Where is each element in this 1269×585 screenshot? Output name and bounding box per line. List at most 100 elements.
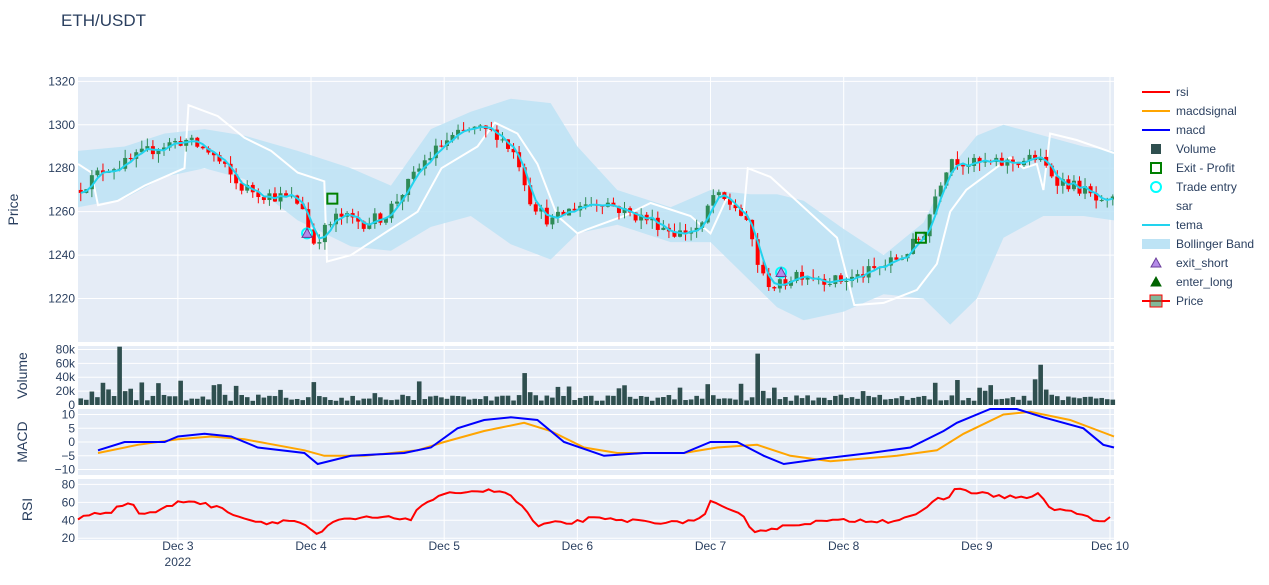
candle-body[interactable] <box>544 207 549 225</box>
volume-bar[interactable] <box>444 398 450 405</box>
volume-plot-bg[interactable] <box>78 346 1114 405</box>
volume-bar[interactable] <box>450 395 455 405</box>
candle-body[interactable] <box>933 196 938 215</box>
volume-bar[interactable] <box>827 400 833 405</box>
candle-body[interactable] <box>328 224 333 226</box>
candle-body[interactable] <box>639 214 644 221</box>
candle-body[interactable] <box>400 194 405 202</box>
volume-bar[interactable] <box>816 397 822 405</box>
candle-body[interactable] <box>367 224 372 229</box>
volume-bar[interactable] <box>783 397 788 405</box>
volume-bar[interactable] <box>622 385 627 405</box>
volume-bar[interactable] <box>339 397 344 405</box>
candle-body[interactable] <box>705 205 710 223</box>
candle-body[interactable] <box>173 141 178 143</box>
volume-bar[interactable] <box>899 396 905 405</box>
volume-bar[interactable] <box>305 397 311 405</box>
volume-bar[interactable] <box>267 395 272 405</box>
legend-item-tema[interactable]: tema <box>1142 218 1203 232</box>
candle-body[interactable] <box>356 217 361 222</box>
volume-bar[interactable] <box>1043 389 1049 405</box>
legend-item-rsi[interactable]: rsi <box>1142 85 1189 99</box>
candle-body[interactable] <box>439 145 444 147</box>
candle-body[interactable] <box>450 134 455 141</box>
volume-bar[interactable] <box>794 395 799 405</box>
volume-bar[interactable] <box>84 399 89 405</box>
volume-bar[interactable] <box>505 395 511 405</box>
volume-bar[interactable] <box>605 395 611 405</box>
candle-body[interactable] <box>944 172 949 186</box>
candle-body[interactable] <box>983 161 988 163</box>
volume-bar[interactable] <box>738 383 744 405</box>
volume-bar[interactable] <box>1060 400 1066 405</box>
exit-profit-marker[interactable] <box>914 231 927 244</box>
candle-body[interactable] <box>372 213 377 225</box>
volume-bar[interactable] <box>428 396 433 405</box>
volume-bar[interactable] <box>494 396 500 405</box>
volume-bar[interactable] <box>877 394 883 405</box>
volume-bar[interactable] <box>106 389 111 405</box>
volume-bar[interactable] <box>844 398 849 405</box>
candle-body[interactable] <box>145 146 150 149</box>
volume-bar[interactable] <box>89 391 95 405</box>
candle-body[interactable] <box>228 163 233 175</box>
volume-bar[interactable] <box>655 397 661 405</box>
candle-body[interactable] <box>661 227 666 230</box>
volume-bar[interactable] <box>894 398 899 405</box>
volume-bar[interactable] <box>400 394 405 405</box>
volume-bar[interactable] <box>145 400 150 405</box>
volume-bar[interactable] <box>611 395 616 405</box>
volume-bar[interactable] <box>194 398 200 405</box>
candle-body[interactable] <box>1049 165 1054 177</box>
candle-body[interactable] <box>783 279 788 286</box>
volume-bar[interactable] <box>766 398 772 405</box>
volume-bar[interactable] <box>278 389 283 405</box>
volume-bar[interactable] <box>555 386 561 405</box>
candle-body[interactable] <box>739 208 744 216</box>
candle-body[interactable] <box>406 178 411 195</box>
candle-body[interactable] <box>655 217 660 230</box>
candle-body[interactable] <box>972 157 977 166</box>
volume-bar[interactable] <box>955 380 960 405</box>
volume-bar[interactable] <box>139 382 145 405</box>
volume-bar[interactable] <box>333 400 339 405</box>
volume-bar[interactable] <box>527 392 533 405</box>
candle-body[interactable] <box>123 157 128 169</box>
candle-body[interactable] <box>1055 176 1060 186</box>
candle-body[interactable] <box>733 204 738 209</box>
candle-body[interactable] <box>955 159 960 166</box>
volume-bar[interactable] <box>833 395 838 405</box>
candle-body[interactable] <box>361 221 366 229</box>
rsi-plot-bg[interactable] <box>78 479 1114 540</box>
volume-bar[interactable] <box>855 398 860 405</box>
volume-bar[interactable] <box>161 394 167 405</box>
candle-body[interactable] <box>223 161 228 164</box>
volume-bar[interactable] <box>128 388 134 405</box>
volume-bar[interactable] <box>588 395 594 405</box>
candle-body[interactable] <box>1010 159 1015 164</box>
candle-body[interactable] <box>572 208 577 211</box>
volume-bar[interactable] <box>172 396 178 405</box>
candle-body[interactable] <box>772 287 777 289</box>
candle-body[interactable] <box>217 155 222 162</box>
volume-bar[interactable] <box>516 395 522 405</box>
volume-bar[interactable] <box>960 400 966 405</box>
volume-bar[interactable] <box>921 395 927 405</box>
candle-body[interactable] <box>539 207 544 212</box>
volume-bar[interactable] <box>699 398 705 405</box>
candle-body[interactable] <box>528 185 533 205</box>
candle-body[interactable] <box>522 167 527 186</box>
candle-body[interactable] <box>389 203 394 219</box>
volume-bar[interactable] <box>222 394 228 405</box>
candle-body[interactable] <box>711 195 716 206</box>
volume-bar[interactable] <box>583 396 588 405</box>
volume-bar[interactable] <box>744 400 749 405</box>
candle-body[interactable] <box>162 147 167 150</box>
candle-body[interactable] <box>927 214 932 237</box>
legend-item-macdsignal[interactable]: macdsignal <box>1142 104 1237 118</box>
volume-bar[interactable] <box>1038 364 1043 405</box>
volume-bar[interactable] <box>328 399 333 405</box>
volume-bar[interactable] <box>810 400 816 405</box>
volume-bar[interactable] <box>394 399 400 405</box>
volume-bar[interactable] <box>633 398 638 405</box>
